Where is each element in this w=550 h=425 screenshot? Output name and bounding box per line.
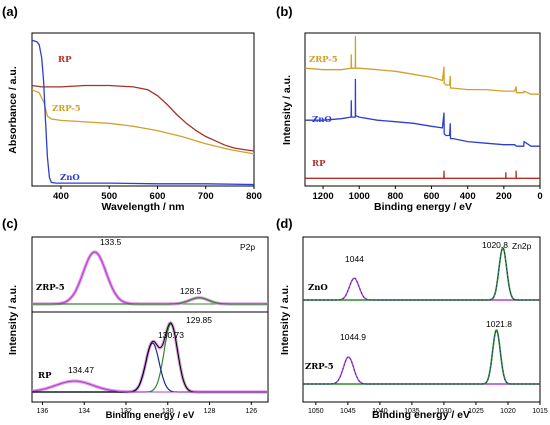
x-tick-label: 600 xyxy=(150,191,166,202)
fit-peak-128-5 xyxy=(32,297,268,305)
series-label-zrp5-b: ZRP-5 xyxy=(309,55,338,65)
x-tick-label: 134 xyxy=(78,408,90,415)
series-label-zrp5-d: ZRP-5 xyxy=(305,362,334,372)
x-tick-label: 800 xyxy=(246,191,262,202)
fit-peak-1021-8 xyxy=(303,329,540,385)
series-label-zno-b: ZnO xyxy=(312,115,332,125)
fit-curves-d xyxy=(303,247,540,385)
series-line-zno xyxy=(305,78,540,147)
x-ticks-b: 1200 1000 800 600 400 200 0 xyxy=(313,186,543,202)
x-tick-label: 1030 xyxy=(436,408,452,415)
x-tick-label: 400 xyxy=(460,191,476,202)
peak-label-128-5: 128.5 xyxy=(180,286,202,296)
peak-label-1044-9: 1044.9 xyxy=(340,332,366,342)
x-ticks-d: 1050 1045 1040 1035 1030 1025 1020 1015 xyxy=(308,402,548,415)
x-axis-label-c: Binding energy / eV xyxy=(106,410,195,421)
x-tick-label: 1050 xyxy=(308,408,324,415)
y-axis-label-d: Intensity / a.u. xyxy=(279,285,291,355)
y-axis-label-a: Absorbance / a.u. xyxy=(7,66,19,154)
x-tick-label: 800 xyxy=(387,191,403,202)
x-tick-label: 132 xyxy=(120,408,132,415)
series-lines-a xyxy=(31,39,255,186)
x-ticks-c: 136 134 132 130 128 126 xyxy=(37,402,257,415)
series-label-zno-a: ZnO xyxy=(60,173,80,183)
corner-label-p2p: P2p xyxy=(240,242,255,252)
series-label-rp-a: RP xyxy=(58,55,72,65)
fit-peak-1020-8 xyxy=(303,247,540,301)
x-tick-label: 1015 xyxy=(532,408,548,415)
peak-label-1020-8: 1020.8 xyxy=(482,240,508,250)
fit-curves-c xyxy=(31,250,268,394)
panel-a: (a) 400 500 600 700 800 Wavelength / nm Abso… xyxy=(2,4,262,213)
panel-label-a: (a) xyxy=(2,4,18,19)
corner-label-zn2p: Zn2p xyxy=(512,241,532,251)
x-tick-label: 126 xyxy=(245,408,257,415)
peak-label-1021-8: 1021.8 xyxy=(486,319,512,329)
fit-peak-134-47 xyxy=(31,380,268,393)
fit-peak-1044 xyxy=(303,277,540,301)
series-lines-b xyxy=(304,36,540,179)
series-line-rp xyxy=(31,84,255,152)
series-line-rp xyxy=(305,170,540,179)
x-tick-label: 700 xyxy=(198,191,214,202)
series-label-rp-b: RP xyxy=(312,159,326,169)
peak-label-130-73: 130.73 xyxy=(158,330,184,340)
panel-b: (b) 1200 1000 800 600 400 200 0 Binding energy… xyxy=(276,4,543,213)
plot-frame-d xyxy=(302,236,541,403)
panel-label-b: (b) xyxy=(276,4,293,19)
data-zno-d xyxy=(303,247,540,301)
panel-d: (d) 1050 1045 1040 1035 1030 1025 1020 1015 Bin… xyxy=(276,216,548,421)
series-label-zrp5-c: ZRP-5 xyxy=(36,283,65,293)
series-label-zrp5-a: ZRP-5 xyxy=(52,104,81,114)
plot-frame-a xyxy=(31,32,255,187)
fit-peak-zrp5-c xyxy=(32,251,268,305)
x-tick-label: 1000 xyxy=(349,191,370,202)
panel-label-c: (c) xyxy=(2,216,18,231)
x-tick-label: 130 xyxy=(162,408,174,415)
x-tick-label: 1040 xyxy=(372,408,388,415)
x-tick-label: 1025 xyxy=(468,408,484,415)
peak-label-134-47: 134.47 xyxy=(68,365,94,375)
peak-label-133-5: 133.5 xyxy=(100,237,122,247)
x-tick-label: 1045 xyxy=(340,408,356,415)
series-label-zno-d: ZnO xyxy=(308,283,328,293)
x-tick-label: 136 xyxy=(37,408,49,415)
x-tick-label: 1020 xyxy=(500,408,516,415)
x-tick-label: 200 xyxy=(496,191,512,202)
x-ticks-a: 400 500 600 700 800 xyxy=(53,186,262,202)
panel-c: (c) 136 134 132 130 128 126 Binding energy / … xyxy=(2,216,269,421)
envelope-zrp5-c xyxy=(32,250,268,306)
peak-label-1044: 1044 xyxy=(345,254,364,264)
x-axis-label-a: Wavelength / nm xyxy=(101,201,184,213)
x-tick-label: 1200 xyxy=(313,191,334,202)
peak-label-129-85: 129.85 xyxy=(186,315,212,325)
plot-frame-c xyxy=(31,236,269,403)
x-tick-label: 1035 xyxy=(404,408,420,415)
series-line-zrp5 xyxy=(304,36,540,95)
x-tick-label: 400 xyxy=(53,191,69,202)
y-axis-label-b: Intensity / a.u. xyxy=(281,75,293,145)
series-line-zno xyxy=(31,39,255,186)
x-tick-label: 600 xyxy=(424,191,440,202)
x-axis-label-b: Binding energy / eV xyxy=(374,201,472,213)
x-axis-label-d: Binding energy / eV xyxy=(372,409,470,421)
y-axis-label-c: Intensity / a.u. xyxy=(7,285,19,355)
plot-frame-b xyxy=(304,32,541,187)
x-tick-label: 0 xyxy=(537,191,542,202)
x-tick-label: 500 xyxy=(101,191,117,202)
panel-label-d: (d) xyxy=(276,216,293,231)
x-tick-label: 128 xyxy=(204,408,216,415)
series-label-rp-c: RP xyxy=(38,371,52,381)
data-zrp5-d xyxy=(303,329,540,385)
series-line-zrp5 xyxy=(31,89,255,155)
